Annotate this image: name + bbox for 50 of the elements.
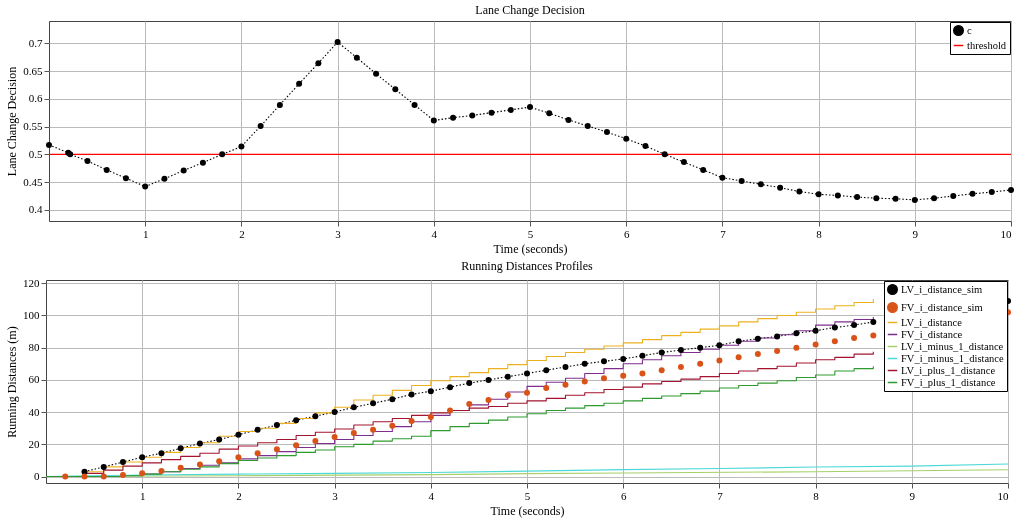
- y-tick-label: 0.45: [23, 175, 43, 188]
- y-tick-label: 40: [28, 405, 40, 418]
- x-tick-label: 9: [909, 489, 916, 502]
- y-tick-label: 80: [28, 341, 40, 354]
- x-tick-label: 2: [236, 489, 242, 502]
- y-tick-label: 0.4: [28, 203, 43, 216]
- x-axis-title: Time (seconds): [490, 503, 565, 518]
- x-tick-label: 3: [335, 227, 342, 240]
- x-tick-label: 4: [428, 489, 435, 502]
- chart-title: Running Distances Profiles: [461, 259, 593, 274]
- x-tick-label: 6: [620, 489, 627, 502]
- y-tick-label: 60: [28, 373, 40, 386]
- y-tick-label: 100: [23, 308, 40, 321]
- y-tick-label: 0.7: [28, 36, 43, 49]
- y-axis-title: Lane Change Decision: [5, 66, 20, 177]
- x-tick-label: 7: [720, 227, 727, 240]
- legend-label: threshold: [967, 39, 1007, 51]
- x-tick-label: 4: [431, 227, 438, 240]
- x-tick-label: 9: [912, 227, 919, 240]
- x-tick-label: 10: [1000, 227, 1012, 240]
- y-tick-label: 0.65: [23, 64, 43, 77]
- x-tick-label: 5: [527, 227, 534, 240]
- legend-label: FV_i_minus_1_distance: [901, 352, 1004, 364]
- x-tick-label: 1: [139, 489, 146, 502]
- legend-label: LV_i_plus_1_distance: [901, 364, 996, 376]
- y-tick-label: 0.5: [28, 147, 43, 160]
- y-tick-label: 120: [23, 276, 40, 289]
- x-tick-label: 1: [142, 227, 149, 240]
- x-tick-label: 7: [717, 489, 724, 502]
- chart-title: Lane Change Decision: [475, 3, 585, 17]
- legend-label: LV_i_distance: [901, 316, 963, 328]
- x-tick-label: 6: [623, 227, 630, 240]
- legend-label: FV_i_distance_sim: [901, 301, 983, 313]
- x-tick-label: 8: [813, 489, 820, 502]
- x-tick-label: 5: [524, 489, 531, 502]
- x-tick-label: 10: [997, 489, 1009, 502]
- legend-label: FV_i_distance: [901, 328, 963, 340]
- x-tick-label: 8: [816, 227, 823, 240]
- y-tick-label: 0.55: [23, 120, 43, 133]
- y-tick-label: 0.6: [28, 92, 43, 105]
- y-tick-label: 0: [34, 470, 40, 483]
- y-tick-label: 20: [28, 437, 40, 450]
- legend-label: c: [967, 24, 972, 36]
- legend-label: FV_i_plus_1_distance: [901, 376, 996, 388]
- legend-label: LV_i_distance_sim: [901, 283, 983, 295]
- x-axis-title: Time (seconds): [493, 241, 568, 256]
- x-tick-label: 2: [239, 227, 245, 240]
- y-axis-title: Running Distances (m): [5, 326, 19, 438]
- legend-label: LV_i_minus_1_distance: [901, 340, 1004, 352]
- x-tick-label: 3: [332, 489, 339, 502]
